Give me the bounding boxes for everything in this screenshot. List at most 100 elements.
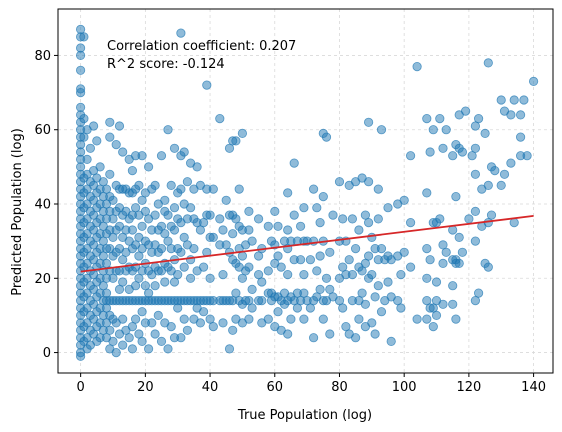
data-point — [169, 143, 180, 153]
data-point — [263, 221, 273, 231]
data-point — [254, 214, 264, 224]
data-point — [399, 247, 409, 257]
data-point — [283, 269, 293, 280]
data-point — [182, 177, 192, 187]
data-point — [163, 344, 173, 354]
data-point — [150, 329, 160, 339]
y-tick-label: 0 — [43, 346, 51, 361]
data-point — [370, 329, 380, 339]
data-point — [295, 255, 306, 265]
data-point — [105, 325, 115, 335]
data-point — [422, 244, 432, 254]
data-point — [376, 125, 387, 135]
data-point — [428, 125, 438, 135]
data-point — [305, 255, 315, 265]
data-point — [367, 269, 377, 280]
data-point — [257, 295, 267, 306]
data-point — [386, 336, 396, 346]
data-point — [325, 329, 335, 339]
x-axis-label: True Population (log) — [237, 408, 372, 423]
data-point — [89, 121, 99, 131]
data-point — [160, 195, 170, 205]
data-point — [422, 114, 432, 124]
data-point — [134, 180, 144, 190]
data-point — [486, 210, 497, 220]
data-point — [283, 329, 293, 339]
data-point — [163, 125, 173, 135]
data-point — [205, 273, 215, 283]
data-point — [470, 206, 480, 216]
data-point — [237, 128, 247, 138]
data-point — [169, 225, 180, 235]
data-point — [247, 303, 257, 313]
data-point — [234, 184, 244, 194]
data-point — [483, 58, 493, 68]
data-point — [383, 277, 393, 287]
data-point — [105, 132, 115, 142]
data-point — [506, 110, 516, 120]
data-point — [195, 318, 205, 328]
data-point — [367, 318, 377, 328]
data-point — [92, 136, 102, 146]
plot-frame — [57, 8, 554, 374]
data-point — [144, 344, 154, 354]
x-tick-label: 100 — [392, 380, 417, 395]
data-point — [328, 210, 338, 220]
data-point — [289, 210, 299, 220]
data-point — [131, 314, 141, 324]
data-point — [228, 229, 238, 239]
data-point — [499, 169, 510, 179]
data-point — [451, 314, 461, 324]
data-point — [405, 151, 416, 161]
data-point — [473, 288, 484, 298]
data-point — [215, 214, 225, 224]
data-point — [367, 232, 377, 242]
data-points — [76, 24, 539, 361]
data-point — [506, 158, 516, 168]
data-point — [383, 203, 393, 213]
data-point — [295, 221, 306, 231]
data-point — [137, 307, 147, 317]
y-tick-label: 20 — [34, 272, 51, 287]
data-point — [334, 177, 345, 187]
data-point — [441, 247, 451, 257]
data-point — [422, 188, 432, 198]
data-point — [166, 321, 176, 332]
data-point — [528, 76, 539, 87]
data-point — [457, 147, 467, 157]
data-point — [276, 262, 286, 272]
data-point — [299, 203, 309, 213]
data-point — [283, 225, 293, 235]
data-point — [515, 110, 526, 120]
data-point — [144, 162, 154, 172]
data-point — [431, 310, 442, 320]
data-point — [412, 314, 422, 324]
data-point — [228, 325, 238, 335]
data-point — [312, 266, 322, 276]
data-point — [522, 151, 532, 161]
data-point — [208, 321, 218, 332]
data-point — [480, 128, 490, 138]
data-point — [127, 166, 137, 176]
data-point — [186, 273, 196, 283]
data-point — [156, 336, 167, 346]
data-point — [431, 277, 442, 287]
data-point — [137, 151, 147, 161]
data-point — [376, 307, 387, 317]
data-point — [263, 314, 273, 324]
data-point — [347, 214, 357, 224]
annotation-r2-score: R^2 score: -0.124 — [107, 57, 225, 72]
data-point — [76, 88, 86, 98]
y-tick-label: 80 — [34, 49, 51, 64]
data-point — [156, 151, 167, 161]
x-tick-label: 140 — [521, 380, 546, 395]
data-point — [221, 195, 231, 205]
data-point — [147, 318, 157, 328]
data-point — [448, 151, 458, 161]
data-point — [192, 162, 202, 172]
data-point — [273, 307, 283, 317]
data-point — [496, 95, 506, 105]
data-point — [179, 147, 189, 157]
data-point — [79, 32, 89, 42]
